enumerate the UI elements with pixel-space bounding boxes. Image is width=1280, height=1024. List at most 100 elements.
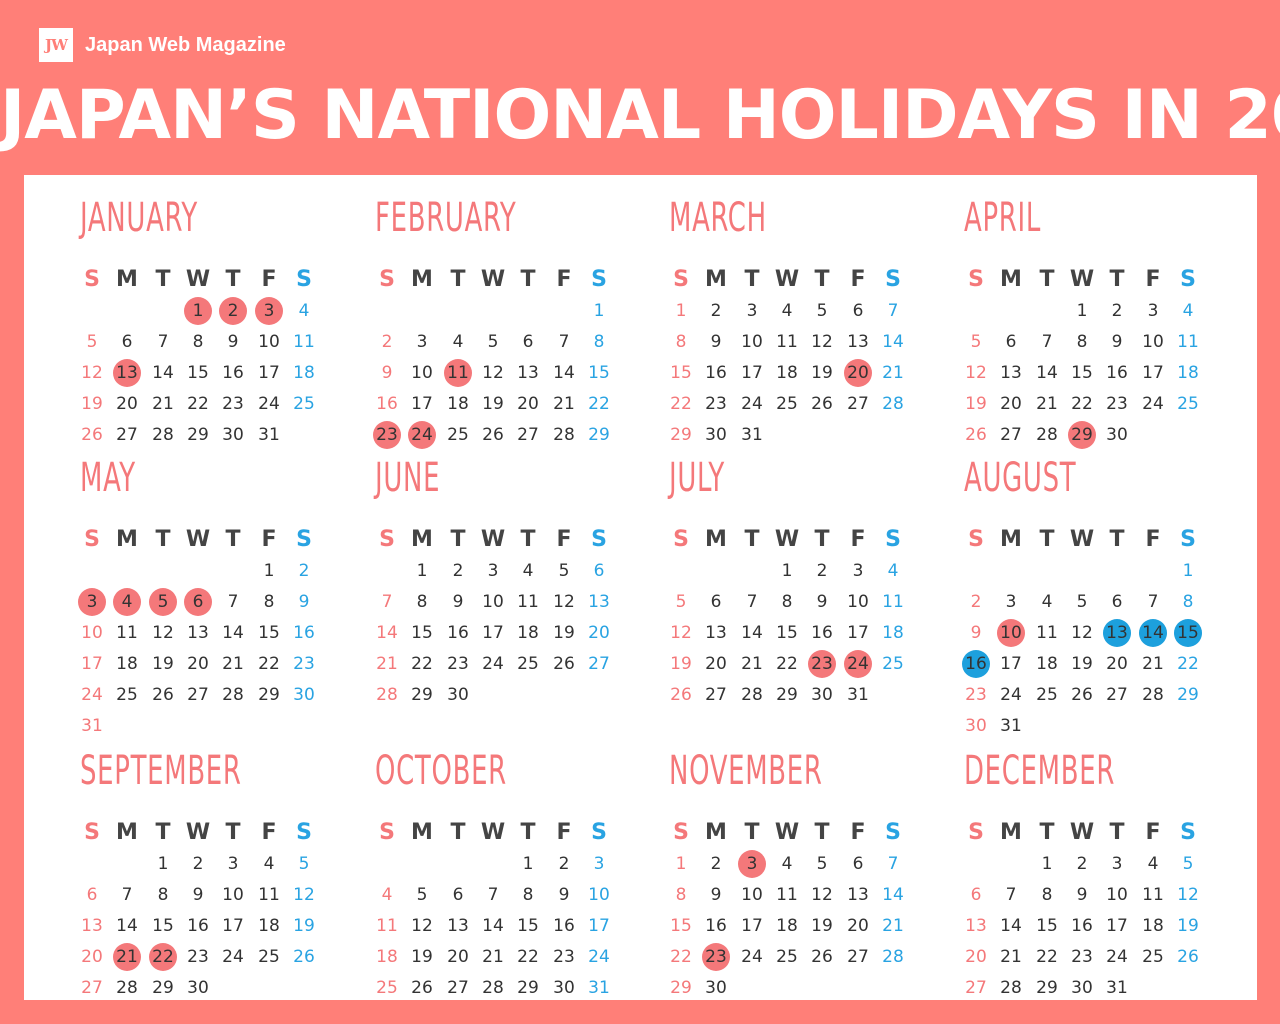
day: 8 [192,332,204,352]
day: 31 [847,685,869,705]
day: 25 [776,394,798,414]
day: 23 [1106,394,1128,414]
weekday-header: W [480,527,506,552]
weekday-header: F [850,267,866,292]
weekday-header: T [814,527,830,552]
day: 14 [152,363,174,383]
day: 20 [517,394,539,414]
holiday-day: 14 [1139,619,1167,647]
holiday-day: 3 [78,588,106,616]
weekday-header: S [885,527,901,552]
day: 2 [192,854,204,874]
day: 5 [86,332,98,352]
day: 28 [741,685,763,705]
day: 5 [558,561,570,581]
day: 12 [81,363,103,383]
weekday-header: S [591,267,607,292]
day: 4 [1041,592,1053,612]
day: 21 [882,916,904,936]
day: 22 [1071,394,1093,414]
day: 1 [1182,561,1194,581]
day: 6 [970,885,982,905]
month-april: APRIL S M T W T F S 1 2 3 4 5 6 7 8 9 10 11 12 13 14 15 16 17 18 1… [964,195,1224,449]
day: 3 [852,561,864,581]
day: 25 [293,394,315,414]
day: 14 [222,623,244,643]
day: 3 [593,854,605,874]
day: 18 [293,363,315,383]
day: 30 [811,685,833,705]
holiday-day: 20 [844,359,872,387]
weekday-header: W [185,527,211,552]
month-title: JUNE [375,455,441,501]
day: 13 [847,332,869,352]
day: 25 [116,685,138,705]
day: 28 [116,978,138,998]
day: 11 [116,623,138,643]
day: 30 [965,716,987,736]
day: 6 [852,854,864,874]
weekday-header: F [1145,267,1161,292]
day: 6 [121,332,133,352]
day: 18 [258,916,280,936]
day: 16 [1106,363,1128,383]
day: 15 [187,363,209,383]
day: 6 [1111,592,1123,612]
day: 9 [970,623,982,643]
day: 27 [847,947,869,967]
day: 13 [847,885,869,905]
day: 4 [781,854,793,874]
day: 27 [1000,425,1022,445]
day: 6 [710,592,722,612]
weekday-header: S [296,527,312,552]
day: 15 [588,363,610,383]
day: 19 [1177,916,1199,936]
day: 8 [157,885,169,905]
day: 24 [1000,685,1022,705]
month-may: MAY S M T W T F S 1 2 3 4 5 6 7 8 9 10 11 12 13 14 15 16 17 18 19 2… [78,455,340,736]
day: 26 [1177,947,1199,967]
holiday-day: 11 [444,359,472,387]
day: 7 [558,332,570,352]
month-september: SEPTEMBER S M T W T F S 1 2 3 4 5 6 7 8 9 10 11 12 13 14 15 16 1… [80,748,340,998]
day: 8 [781,592,793,612]
day: 29 [1036,978,1058,998]
day: 16 [293,623,315,643]
day: 25 [447,425,469,445]
day: 28 [882,947,904,967]
day: 12 [482,363,504,383]
day: 1 [675,854,687,874]
day: 22 [776,654,798,674]
day: 30 [1106,425,1128,445]
day: 17 [81,654,103,674]
day: 1 [675,301,687,321]
brand: JW Japan Web Magazine [39,28,286,62]
day: 7 [1005,885,1017,905]
day: 7 [227,592,239,612]
day: 29 [670,425,692,445]
day: 18 [1142,916,1164,936]
weekday-header: M [116,267,138,292]
day: 27 [965,978,987,998]
day: 4 [381,885,393,905]
month-march: MARCH S M T W T F S 1 2 3 4 5 6 7 8 9 10 11 12 13 14 15 16 17 18 1… [669,195,929,445]
day: 18 [376,947,398,967]
day: 30 [187,978,209,998]
weekday-header: S [885,820,901,845]
day: 30 [705,425,727,445]
day: 23 [447,654,469,674]
day: 28 [553,425,575,445]
day: 2 [1111,301,1123,321]
day: 20 [588,623,610,643]
day: 23 [187,947,209,967]
day: 25 [517,654,539,674]
weekday-header: S [1180,527,1196,552]
month-title: AUGUST [964,455,1077,501]
weekday-header: S [885,267,901,292]
weekday-header: T [744,820,760,845]
day: 9 [192,885,204,905]
day: 7 [1041,332,1053,352]
day: 18 [517,623,539,643]
day: 12 [411,916,433,936]
day: 9 [710,332,722,352]
